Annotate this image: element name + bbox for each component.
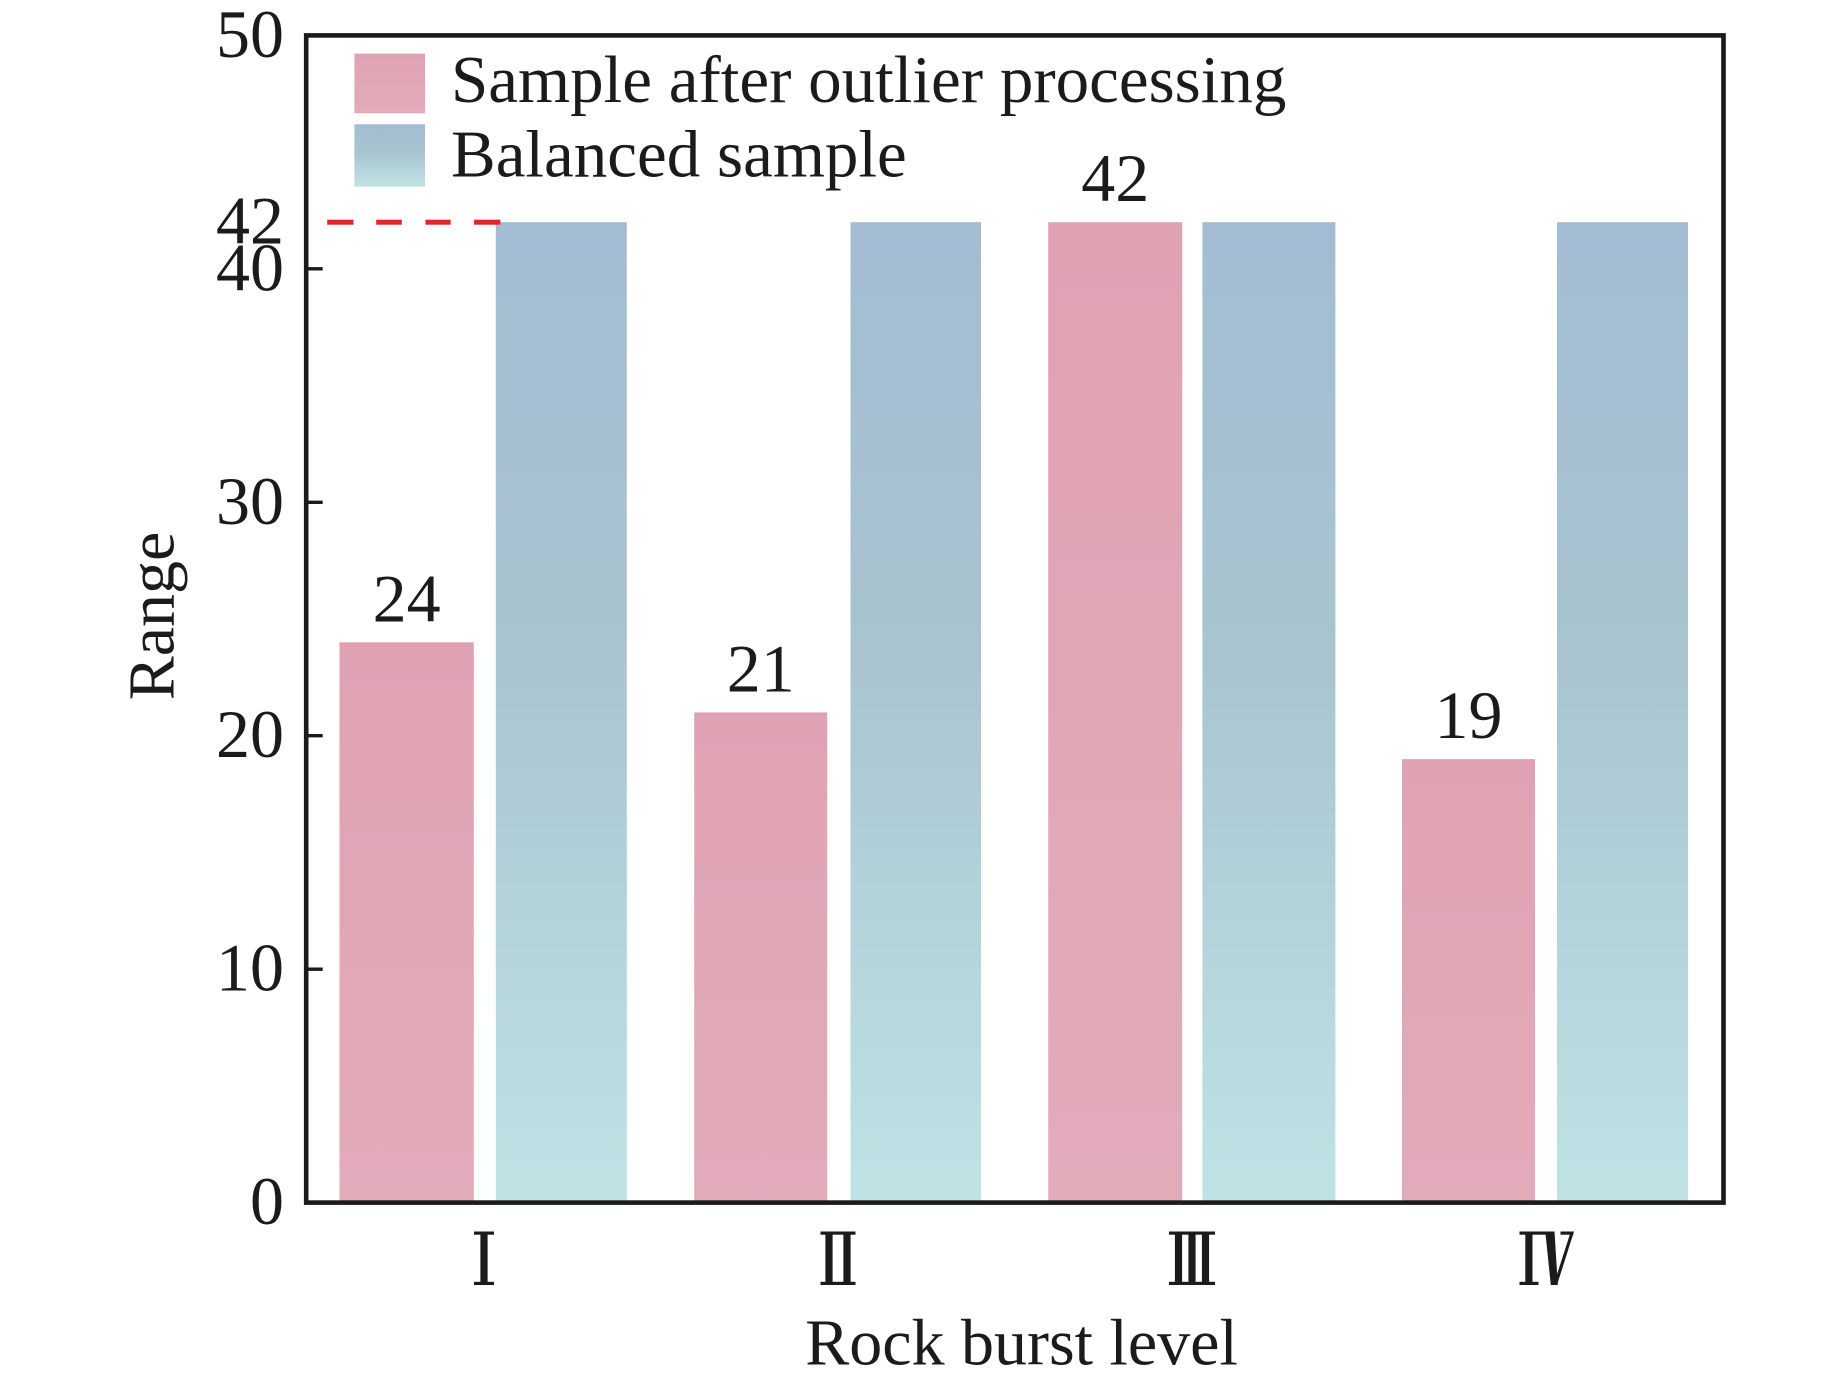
svg-text:0: 0 — [250, 1163, 284, 1239]
svg-text:Sample after outlier processin: Sample after outlier processing — [451, 43, 1286, 117]
svg-text:21: 21 — [727, 630, 795, 706]
svg-text:Range: Range — [116, 532, 189, 701]
svg-text:30: 30 — [216, 463, 284, 539]
svg-text:20: 20 — [216, 696, 284, 772]
svg-text:Balanced sample: Balanced sample — [451, 118, 907, 192]
svg-text:Rock burst level: Rock burst level — [805, 1307, 1238, 1380]
svg-text:10: 10 — [216, 930, 284, 1006]
svg-text:42: 42 — [216, 183, 284, 259]
svg-text:40: 40 — [216, 229, 284, 305]
svg-text:24: 24 — [373, 560, 441, 636]
svg-text:50: 50 — [216, 0, 284, 72]
svg-text:19: 19 — [1435, 677, 1503, 753]
svg-text:42: 42 — [1081, 140, 1149, 216]
